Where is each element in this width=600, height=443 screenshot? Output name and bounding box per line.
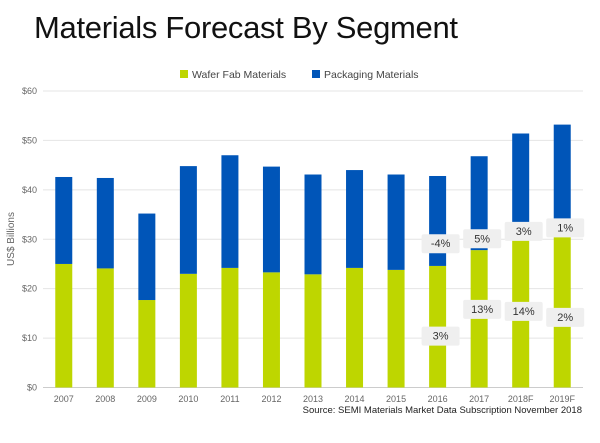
- bar-wafer-fab-2007: [55, 263, 73, 388]
- y-axis-label: US$ Billions: [6, 212, 17, 266]
- bar-wafer-fab-2009: [138, 300, 156, 388]
- annotation-box: [463, 299, 502, 319]
- x-tick-label: 2018F: [508, 394, 534, 404]
- annotation-label: 14%: [513, 306, 535, 318]
- bar-packaging-2011: [221, 155, 239, 268]
- x-tick-label: 2012: [261, 394, 281, 404]
- chart-title: Materials Forecast By Segment: [34, 10, 458, 45]
- bar-wafer-fab-2011: [221, 267, 239, 388]
- x-tick-label: 2009: [137, 394, 157, 404]
- x-tick-label: 2010: [178, 394, 198, 404]
- bar-packaging-2015: [387, 174, 405, 270]
- x-tick-label: 2011: [220, 394, 239, 404]
- annotation-label: -4%: [431, 238, 451, 250]
- annotation-label: 3%: [516, 226, 532, 238]
- bar-packaging-2019F: [553, 124, 571, 226]
- y-tick-label: $40: [22, 185, 37, 195]
- bar-packaging-2014: [346, 170, 364, 268]
- x-tick-label: 2008: [95, 394, 115, 404]
- bar-packaging-2007: [55, 176, 73, 264]
- x-tick-label: 2017: [469, 394, 489, 404]
- bar-wafer-fab-2019F: [553, 225, 571, 388]
- x-tick-label: 2019F: [549, 394, 575, 404]
- bar-packaging-2018F: [512, 133, 530, 231]
- legend-label: Wafer Fab Materials: [192, 69, 286, 81]
- bar-wafer-fab-2013: [304, 274, 322, 388]
- annotation-box: [421, 234, 460, 254]
- x-tick-label: 2016: [428, 394, 448, 404]
- annotation-box: [504, 221, 543, 241]
- y-tick-label: $30: [22, 234, 37, 244]
- annotation-box: [421, 326, 460, 346]
- annotation-box: [504, 301, 543, 321]
- bar-packaging-2013: [304, 174, 322, 275]
- y-tick-label: $50: [22, 135, 37, 145]
- annotation-label: 3%: [433, 331, 449, 343]
- annotation-label: 5%: [474, 233, 490, 245]
- y-tick-label: $10: [22, 333, 37, 343]
- bar-wafer-fab-2010: [179, 273, 197, 388]
- bar-packaging-2009: [138, 213, 156, 301]
- y-tick-label: $0: [27, 383, 37, 393]
- annotation-label: 2%: [557, 312, 573, 324]
- bar-packaging-2017: [470, 156, 488, 251]
- x-tick-label: 2013: [303, 394, 323, 404]
- bar-packaging-2010: [179, 166, 197, 274]
- source-note: Source: SEMI Materials Market Data Subsc…: [302, 405, 582, 416]
- x-tick-label: 2007: [54, 394, 74, 404]
- legend-label: Packaging Materials: [324, 69, 419, 81]
- legend-swatch: [312, 70, 320, 78]
- x-tick-label: 2014: [345, 394, 365, 404]
- annotation-box: [463, 229, 502, 249]
- y-tick-label: $20: [22, 284, 37, 294]
- bar-packaging-2008: [96, 177, 114, 269]
- bar-wafer-fab-2014: [346, 267, 364, 388]
- bar-wafer-fab-2015: [387, 269, 405, 388]
- y-tick-label: $60: [22, 86, 37, 96]
- annotation-label: 1%: [557, 222, 573, 234]
- annotation-box: [546, 307, 585, 327]
- bar-packaging-2012: [262, 166, 280, 273]
- annotation-label: 13%: [471, 304, 493, 316]
- legend-swatch: [180, 70, 188, 78]
- x-tick-label: 2015: [386, 394, 406, 404]
- bar-wafer-fab-2012: [262, 272, 280, 388]
- annotation-box: [546, 218, 585, 238]
- bar-wafer-fab-2008: [96, 268, 114, 388]
